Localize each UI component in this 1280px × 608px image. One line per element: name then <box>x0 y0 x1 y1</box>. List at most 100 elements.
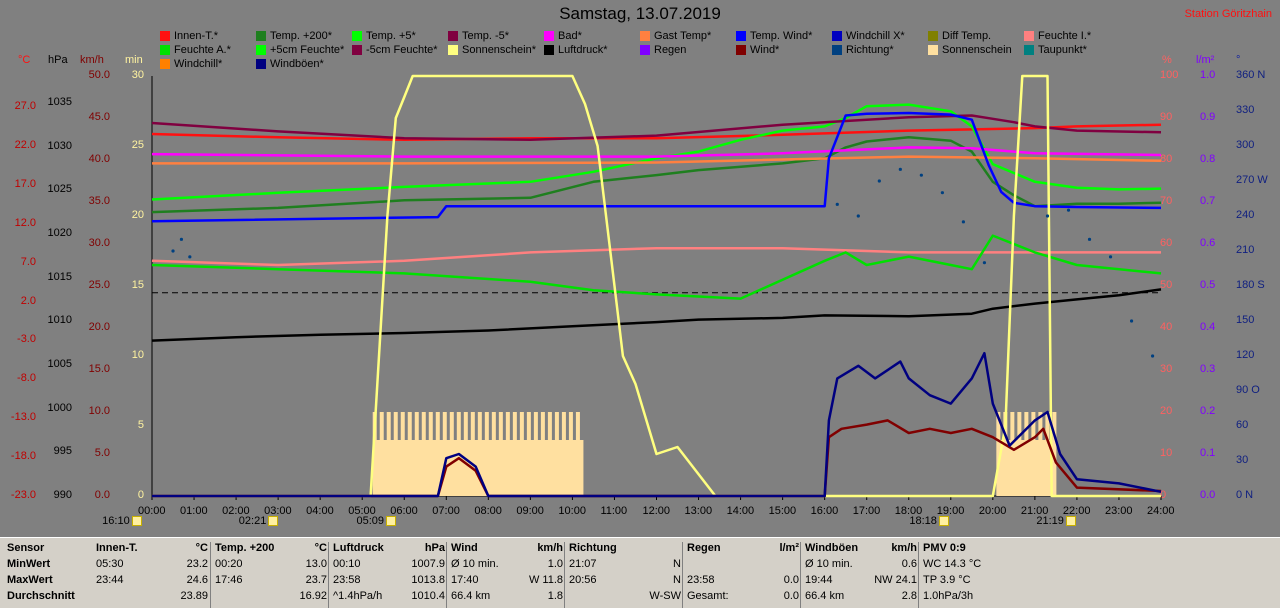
legend-label: Innen-T.* <box>174 30 219 42</box>
stats-panel: PMV 0:9 WC 14.3 °C TP 3.9 °C 1.0hPa/3h <box>918 542 1035 608</box>
x-tick-label: 06:00 <box>390 505 418 517</box>
direction-point <box>1108 255 1113 259</box>
tick-celsius: 2.0 <box>20 294 36 307</box>
stats-value: 1.8 <box>547 590 563 602</box>
tick-deg: 270 W <box>1236 174 1268 186</box>
stats-row: 17:46 23.7 <box>215 574 327 590</box>
stats-panel: Luftdruck hPa 00:10 1007.9 23:58 1013.8 ^1.4hP… <box>328 542 445 608</box>
tick-deg: 30 <box>1236 454 1249 466</box>
legend-swatch <box>256 59 266 69</box>
stats-unit: km/h <box>537 542 563 554</box>
legend-swatch <box>160 59 170 69</box>
tick-kmh: 5.0 <box>94 447 110 459</box>
legend-item: Feuchte A.* <box>160 44 231 56</box>
tick-celsius: -13.0 <box>10 411 36 424</box>
tick-lm2: 0.7 <box>1200 195 1216 207</box>
sunshine-bar <box>530 440 535 496</box>
sunshine-bar <box>547 412 552 496</box>
direction-point <box>1087 237 1092 241</box>
sunshine-bar <box>435 412 440 496</box>
sunshine-bar <box>460 440 465 496</box>
tick-kmh: 0.0 <box>94 489 110 501</box>
stats-value: 0.6 <box>901 558 917 570</box>
legend-item: Richtung* <box>832 44 894 56</box>
sun-icon <box>1065 516 1076 526</box>
series-line <box>151 146 1162 158</box>
legend-swatch <box>640 45 650 55</box>
stats-unit: l/m² <box>779 542 799 554</box>
legend-swatch <box>352 31 362 41</box>
tick-kmh: 10.0 <box>88 405 110 417</box>
stats-time: 66.4 km <box>451 590 491 602</box>
legend-label: +5cm Feuchte* <box>270 44 345 56</box>
event-marker: 16:10 <box>102 515 142 527</box>
series-line <box>151 136 1162 214</box>
x-tick-label: 04:00 <box>306 505 334 517</box>
sunshine-bar <box>418 440 423 496</box>
tick-min: 30 <box>131 69 144 81</box>
tick-hpa: 1035 <box>47 96 72 108</box>
sunshine-bar <box>383 440 388 496</box>
tick-lm2: 0.2 <box>1200 405 1216 417</box>
sunshine-bar <box>477 412 482 496</box>
sunshine-bar <box>533 412 538 496</box>
event-marker: 21:19 <box>1036 515 1076 527</box>
tick-hpa: 1000 <box>47 401 72 414</box>
sunshine-bar <box>407 412 412 496</box>
tick-deg: 300 <box>1236 139 1255 151</box>
stats-panel: Temp. +200 °C 00:20 13.0 17:46 23.7 16.92 <box>210 542 327 608</box>
statistics-panel: Sensor MinWert MaxWert Durchschnitt Inne… <box>0 537 1280 608</box>
tick-percent: 50 <box>1160 279 1173 291</box>
series-line <box>151 234 1162 300</box>
stats-row: 19:44 NW 24.1 <box>805 574 917 590</box>
tick-hpa: 990 <box>53 489 72 501</box>
tick-kmh: 15.0 <box>88 363 110 375</box>
sunshine-bar <box>432 440 437 496</box>
tick-kmh: 25.0 <box>88 279 110 291</box>
stats-row: 00:20 13.0 <box>215 558 327 574</box>
legend-label: Wind* <box>750 44 780 56</box>
sunshine-bar <box>495 440 500 496</box>
stats-unit: °C <box>314 542 327 554</box>
legend-item: Taupunkt* <box>1024 44 1087 56</box>
direction-point <box>877 179 881 183</box>
legend-item: -5cm Feuchte* <box>352 44 438 56</box>
tick-min: 20 <box>131 209 144 221</box>
tick-lm2: 0.6 <box>1200 237 1216 249</box>
stats-time: 23:44 <box>96 574 124 586</box>
event-time: 16:10 <box>102 515 130 527</box>
tick-lm2: 0.5 <box>1200 279 1216 291</box>
tick-hpa: 995 <box>53 445 72 458</box>
legend-label: -5cm Feuchte* <box>366 44 438 56</box>
tick-percent: 60 <box>1160 237 1173 249</box>
tick-percent: 30 <box>1160 363 1173 375</box>
legend-label: Diff Temp. <box>942 30 992 42</box>
sunshine-bar <box>519 412 524 496</box>
stats-sensor-name: Windböen <box>805 542 859 554</box>
legend-swatch <box>544 45 554 55</box>
axis-header-kmh: km/h <box>80 54 104 66</box>
stats-row: TP 3.9 °C <box>923 574 1035 590</box>
stats-row: 23:58 1013.8 <box>333 574 445 590</box>
legend-label: Temp. Wind* <box>750 30 813 42</box>
sunshine-bar <box>379 412 384 496</box>
sunshine-bar <box>491 412 496 496</box>
tick-kmh: 20.0 <box>88 321 110 333</box>
stats-row: 66.4 km 1.8 <box>451 590 563 606</box>
direction-point <box>1150 354 1155 358</box>
sunshine-bar <box>449 412 454 496</box>
legend-item: Temp. +5* <box>352 30 416 42</box>
x-tick-label: 24:00 <box>1147 505 1175 517</box>
tick-celsius: 27.0 <box>14 100 36 112</box>
x-tick-label: 20:00 <box>978 505 1007 517</box>
sunshine-bar <box>1052 412 1057 496</box>
direction-point <box>856 214 860 218</box>
sunshine-bar <box>540 412 545 496</box>
axis-header-hpa: hPa <box>48 54 68 66</box>
stats-panel-header: Windböen km/h <box>805 542 917 558</box>
stats-time: Ø 10 min. <box>451 558 499 570</box>
sunshine-bar <box>1020 440 1025 496</box>
legend-label: Gast Temp* <box>654 30 712 42</box>
x-tick-label: 02:00 <box>222 505 250 517</box>
tick-celsius: 17.0 <box>14 177 36 190</box>
